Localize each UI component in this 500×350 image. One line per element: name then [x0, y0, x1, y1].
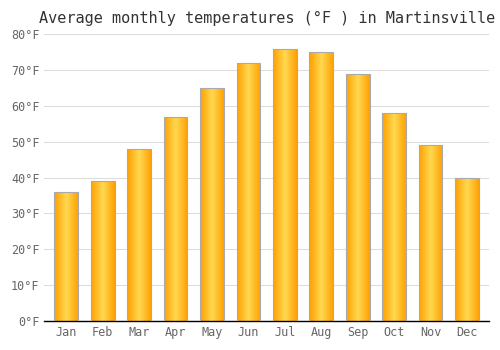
Bar [164, 117, 188, 321]
Bar [200, 88, 224, 321]
Bar [310, 52, 333, 321]
Bar [236, 63, 260, 321]
Bar [346, 74, 370, 321]
Bar [455, 178, 479, 321]
Bar [91, 181, 114, 321]
Bar [128, 149, 151, 321]
Bar [273, 49, 296, 321]
Bar [382, 113, 406, 321]
Title: Average monthly temperatures (°F ) in Martinsville: Average monthly temperatures (°F ) in Ma… [38, 11, 495, 26]
Bar [54, 192, 78, 321]
Bar [419, 145, 442, 321]
